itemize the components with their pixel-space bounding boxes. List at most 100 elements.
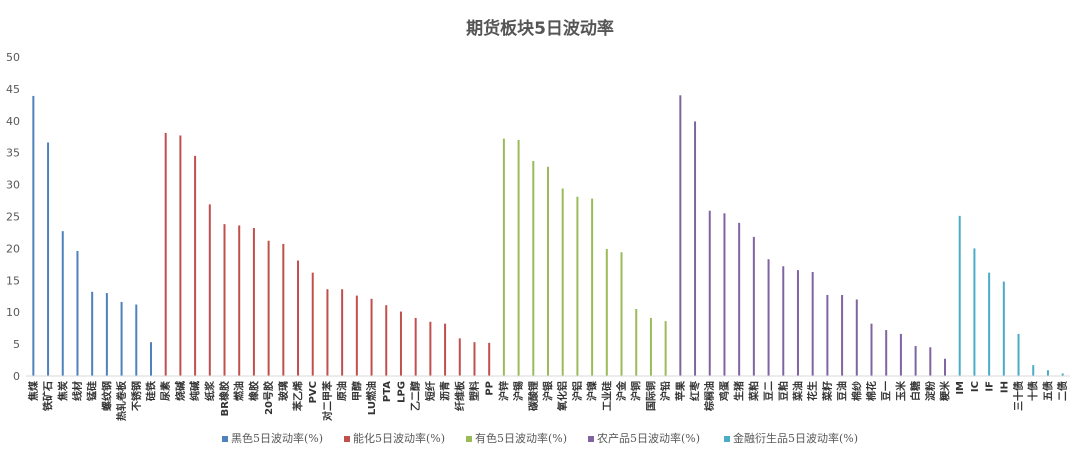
x-tick-label: PTA: [382, 381, 393, 402]
bar: [679, 95, 682, 376]
bar: [105, 293, 108, 376]
bar: [194, 155, 197, 376]
x-tick-label: 热轧卷板: [115, 380, 128, 421]
x-tick-label: IC: [970, 381, 981, 392]
bar: [782, 266, 785, 376]
bar: [429, 321, 432, 376]
bar: [120, 301, 123, 376]
bar: [929, 347, 932, 376]
bar: [796, 270, 799, 376]
x-tick-label: 棉花: [865, 381, 878, 401]
bar: [547, 166, 549, 376]
x-tick-label: 玉米: [894, 380, 907, 401]
y-tick-label: 20: [6, 242, 20, 255]
x-tick-label: 工业硅: [600, 381, 613, 411]
legend-swatch: [222, 436, 228, 442]
x-tick-label: 苹果: [674, 380, 687, 401]
bar: [664, 321, 667, 376]
x-tick-label: PVC: [308, 381, 319, 403]
x-tick-label: 白糖: [909, 381, 922, 401]
legend-label: 金融衍生品5日波动率(%): [733, 431, 858, 445]
bar: [1032, 365, 1035, 376]
bar: [1046, 370, 1049, 376]
bar: [649, 317, 652, 376]
y-tick-label: 35: [6, 147, 20, 160]
x-tick-label: IF: [985, 381, 996, 392]
x-tick-label: 沪银: [542, 380, 555, 401]
bar: [532, 160, 535, 376]
x-tick-label: 十债: [1027, 381, 1040, 401]
bar: [341, 289, 344, 376]
bar: [267, 240, 270, 376]
bar: [576, 196, 579, 376]
x-tick-label: PP: [485, 381, 496, 396]
x-tick-label: 国际铜: [644, 381, 657, 411]
x-tick-label: 纸浆: [203, 380, 216, 401]
x-tick-label: 花生: [806, 381, 819, 401]
x-tick-label: 氧化铝: [556, 381, 569, 412]
bar: [811, 272, 814, 376]
x-tick-label: 豆二: [763, 381, 775, 401]
x-tick-label: 棕榈油: [703, 381, 716, 412]
bar: [694, 121, 697, 376]
x-tick-label: 棉纱: [850, 381, 863, 401]
bar: [958, 215, 961, 376]
bar: [635, 309, 638, 376]
bar: [738, 222, 741, 376]
x-tick-label: 20号胶: [262, 381, 275, 415]
x-axis: 焦煤 铁矿石 焦炭 线材 锰硅 螺纹钢 热轧卷板 不锈钢 硅铁 尿素 烧碱 纯碱 纸浆 BR橡胶 燃油 橡胶 2…: [26, 375, 1070, 421]
x-tick-label: 菜粕: [747, 381, 760, 402]
y-axis: 0 5 10 15 20 25 30 35 40 45 50: [6, 51, 20, 383]
x-tick-label: 甲醇: [350, 381, 363, 401]
x-tick-label: 硅铁: [144, 381, 157, 401]
x-tick-label: 纯碱: [189, 381, 202, 401]
x-tick-label: LU燃油: [365, 381, 378, 415]
x-tick-label: 橡胶: [247, 381, 260, 401]
x-tick-label: 乙二醇: [409, 381, 422, 411]
x-tick-label: 菜籽: [821, 381, 834, 402]
bar: [458, 338, 461, 376]
bar: [208, 204, 211, 376]
bar: [752, 236, 755, 376]
bar: [561, 188, 564, 376]
legend-label: 黑色5日波动率(%): [231, 431, 323, 445]
x-tick-label: 豆一: [881, 381, 893, 401]
legend-label: 能化5日波动率(%): [353, 431, 445, 445]
x-tick-label: IH: [999, 381, 1010, 393]
bar: [355, 295, 358, 376]
x-tick-label: 红枣: [689, 380, 702, 401]
legend-label: 农产品5日波动率(%): [597, 431, 700, 445]
x-tick-label: 二债: [1056, 381, 1069, 401]
bar: [488, 342, 491, 376]
bar: [414, 317, 417, 376]
x-tick-label: 原油: [336, 381, 349, 401]
x-tick-label: BR橡胶: [218, 381, 231, 416]
bar: [91, 291, 94, 376]
bar: [855, 299, 858, 376]
bar: [135, 304, 138, 376]
y-tick-label: 10: [6, 306, 20, 319]
bar: [61, 231, 64, 376]
bar: [370, 298, 373, 376]
bar: [899, 333, 902, 376]
bar: [164, 132, 167, 376]
bar: [723, 213, 726, 376]
chart-title: 期货板块5日波动率: [466, 19, 614, 39]
x-tick-label: 菜油: [791, 381, 804, 402]
bar: [149, 342, 152, 376]
x-tick-label: 螺纹钢: [100, 381, 113, 411]
x-tick-label: 烧碱: [174, 381, 187, 401]
x-tick-label: 锰硅: [86, 381, 99, 401]
legend-swatch: [724, 436, 730, 442]
x-tick-label: 苯乙烯: [292, 381, 305, 412]
x-tick-label: 沪铝: [571, 381, 584, 401]
y-tick-label: 40: [6, 115, 20, 128]
y-tick-label: 45: [6, 83, 20, 96]
legend-swatch: [588, 436, 594, 442]
y-tick-label: 5: [13, 338, 20, 351]
bar: [944, 358, 947, 376]
x-tick-label: 沪锌: [497, 381, 510, 401]
x-tick-label: 生猪: [733, 381, 746, 401]
bar: [767, 259, 770, 376]
y-tick-label: 15: [6, 274, 20, 287]
